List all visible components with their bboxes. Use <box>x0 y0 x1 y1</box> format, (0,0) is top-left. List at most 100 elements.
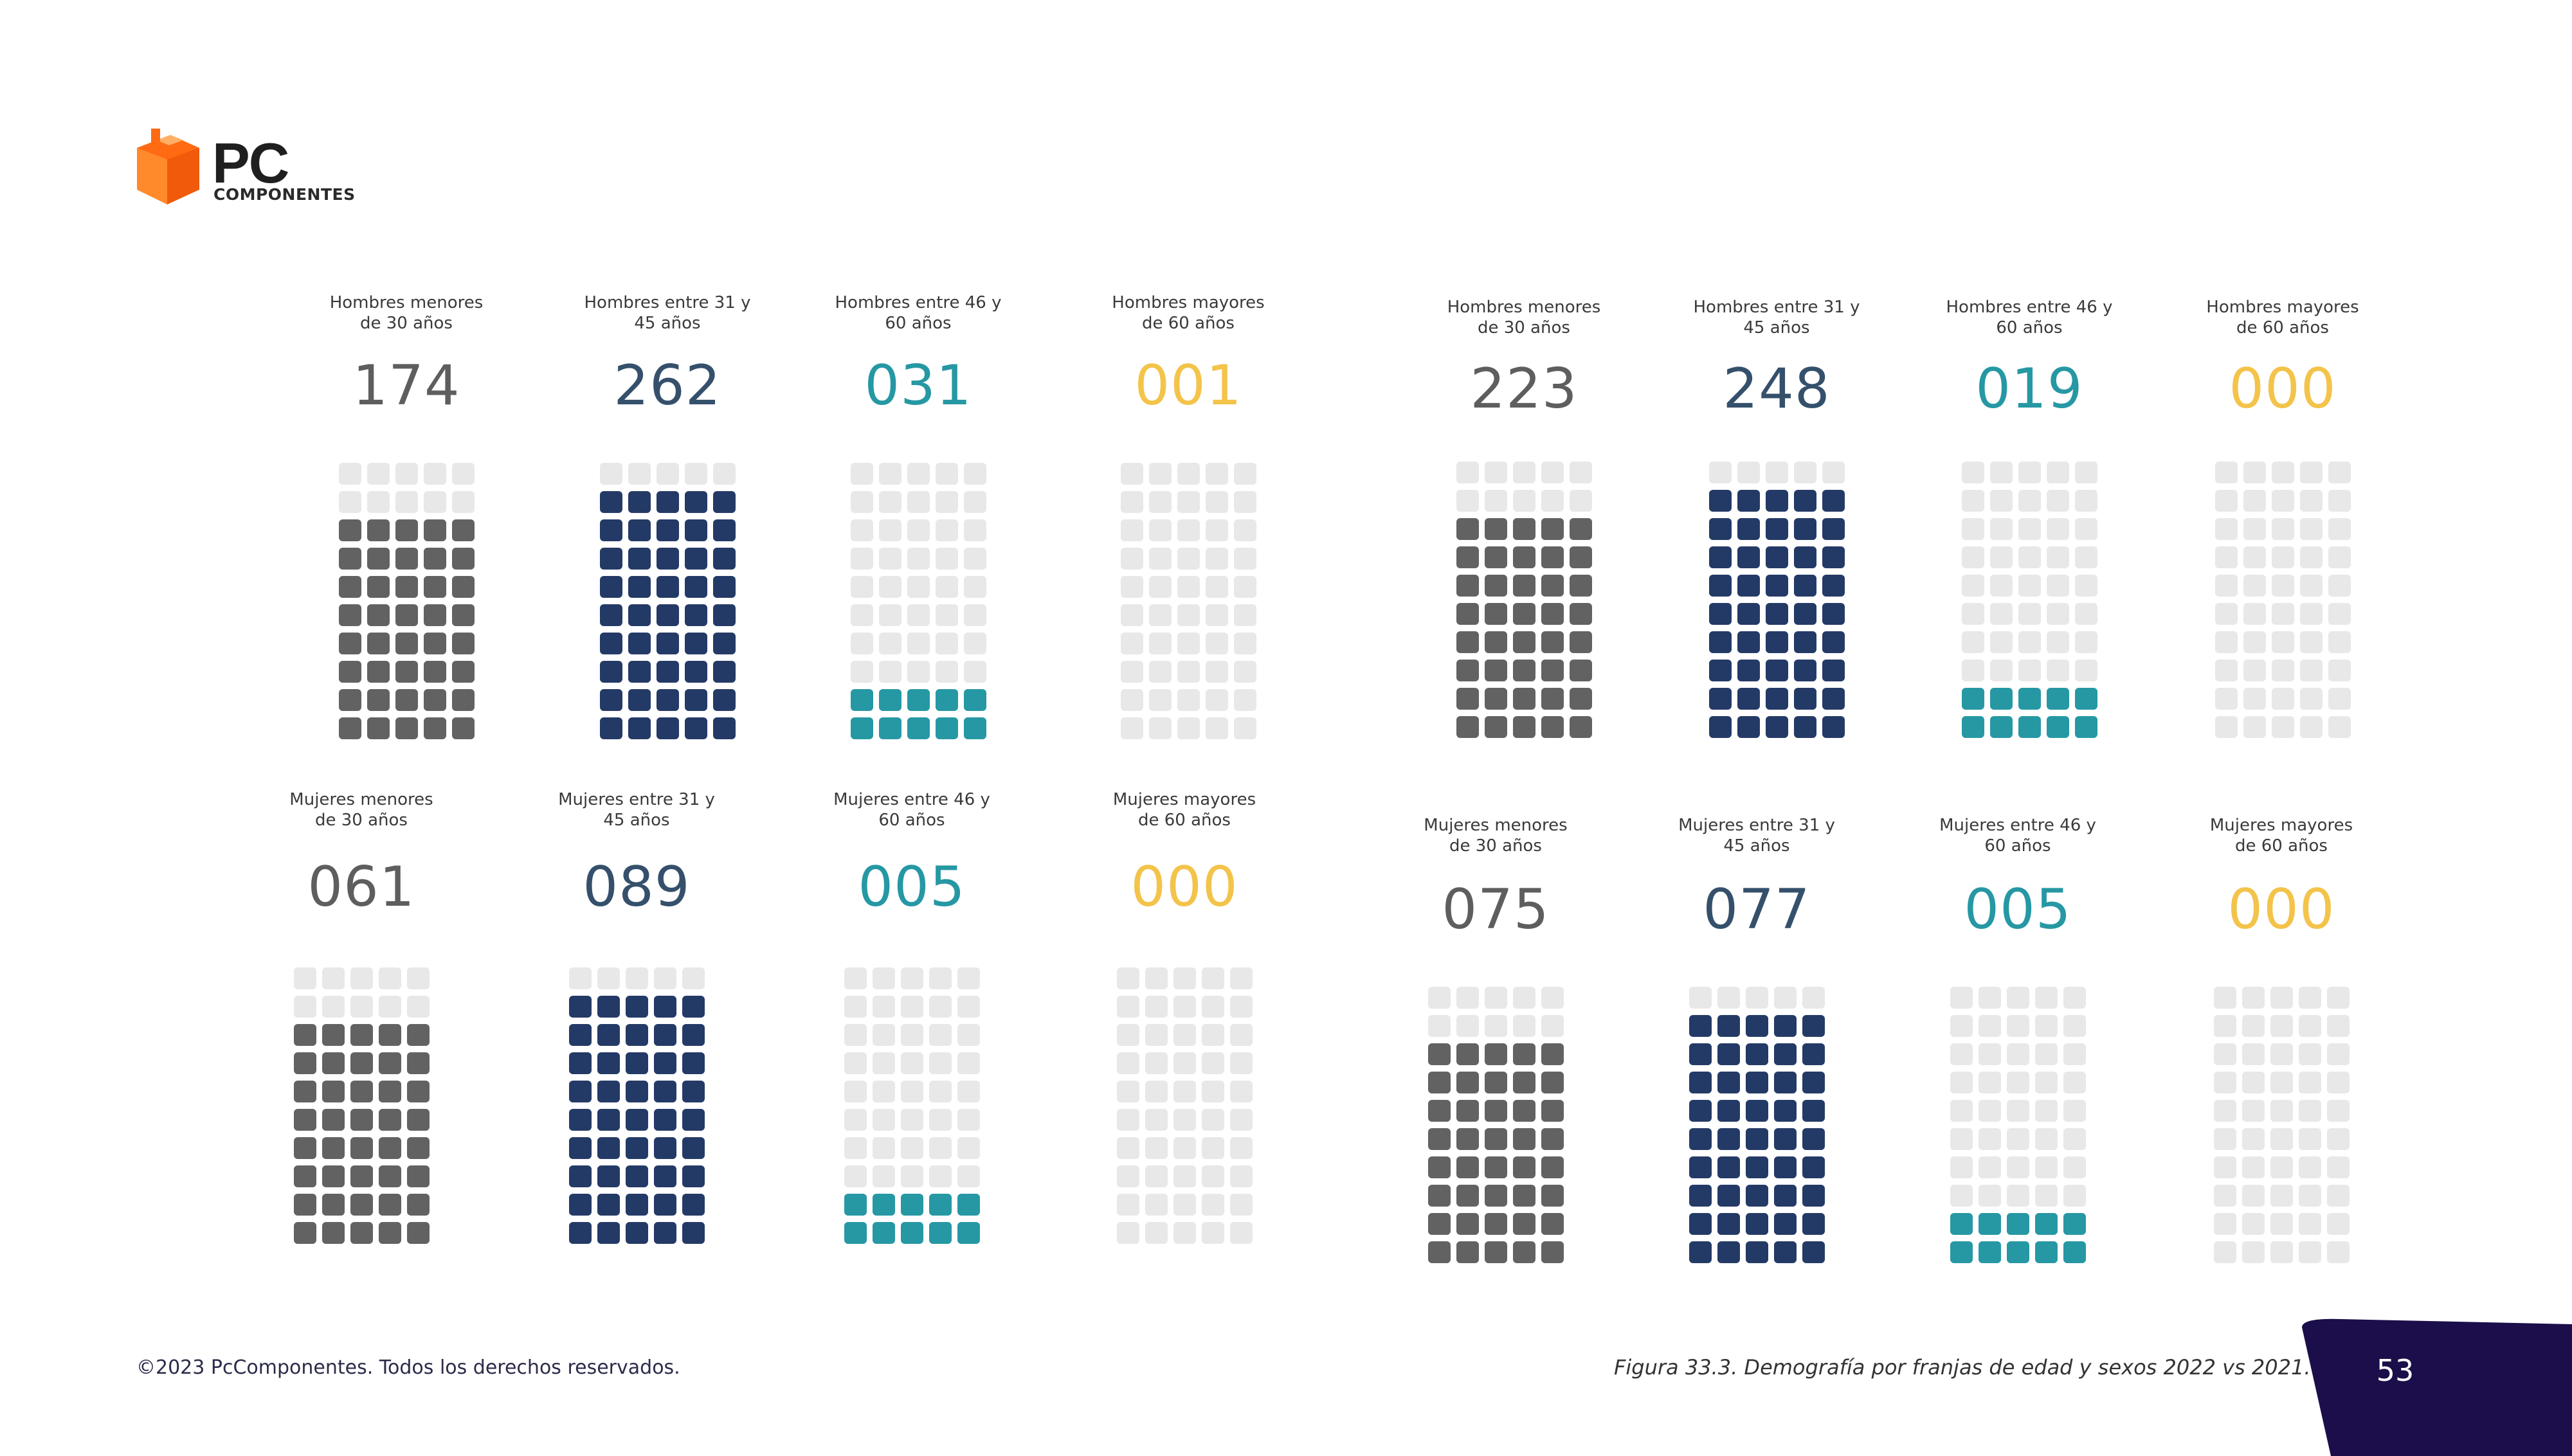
waffle-cell-filled <box>1802 1128 1825 1150</box>
waffle-cell-empty <box>2034 1128 2058 1150</box>
waffle-cell-empty <box>1205 491 1228 513</box>
waffle-cell-filled <box>1822 490 1845 512</box>
waffle-cell-empty <box>350 967 373 989</box>
waffle-cell-empty <box>1802 987 1825 1009</box>
waffle-cell-filled <box>1717 1072 1740 1093</box>
waffle-cell-empty <box>367 463 390 485</box>
waffle-cell-filled <box>907 717 930 739</box>
waffle-cell-filled <box>1773 1100 1797 1122</box>
waffle-cell-empty <box>1145 1222 1168 1244</box>
waffle-cell-empty <box>928 967 952 989</box>
waffle-cell-filled <box>1427 1213 1451 1235</box>
waffle-cell-empty <box>1201 967 1224 989</box>
waffle-cell-empty <box>2241 1213 2265 1235</box>
waffle-cell-empty <box>1201 1137 1224 1159</box>
waffle-cell-empty <box>1512 987 1535 1009</box>
waffle-cell-empty <box>935 548 958 570</box>
waffle-cell-filled <box>682 1137 705 1159</box>
waffle-cell-filled <box>907 689 930 711</box>
waffle-cell-filled <box>653 996 676 1018</box>
waffle-cell-empty <box>900 1109 923 1131</box>
waffle-cell-empty <box>395 491 418 513</box>
waffle-cell-empty <box>2328 603 2351 625</box>
waffle-cell-filled <box>1773 1241 1797 1263</box>
waffle-cell-empty <box>2270 1185 2293 1207</box>
waffle-cell-filled <box>599 576 622 598</box>
waffle-cell-filled <box>1456 518 1479 540</box>
waffle-cell-empty <box>1961 631 1984 653</box>
waffle-cell-filled <box>322 1052 345 1074</box>
waffle-cell-filled <box>653 1081 676 1102</box>
waffle-cell-filled <box>1541 1213 1564 1235</box>
waffle-cell-empty <box>1233 576 1256 598</box>
waffle-cell-empty <box>2326 1015 2350 1037</box>
waffle-cell-filled <box>1512 1156 1535 1178</box>
waffle-cell-empty <box>2006 1043 2029 1065</box>
waffle-cell-filled <box>423 548 446 570</box>
waffle-cell-empty <box>2298 1015 2321 1037</box>
waffle-cell-empty <box>1177 633 1200 654</box>
waffle-grid <box>293 967 430 1244</box>
waffle-cell-empty <box>2006 1015 2029 1037</box>
waffle-cell-filled <box>350 1194 373 1216</box>
waffle-cell-empty <box>378 996 401 1018</box>
waffle-cell-empty <box>2018 546 2041 568</box>
waffle-cell-empty <box>928 996 952 1018</box>
waffle-cell-empty <box>2006 1072 2029 1093</box>
waffle-cell-filled <box>1737 688 1760 710</box>
waffle-cell-empty <box>2243 660 2266 681</box>
waffle-cell-empty <box>957 967 980 989</box>
waffle-cell-empty <box>2213 1213 2236 1235</box>
waffle-cell-filled <box>1717 1185 1740 1207</box>
waffle-cell-filled <box>423 633 446 654</box>
count-value: 223 <box>1470 357 1578 421</box>
waffle-cell-empty <box>1120 463 1143 485</box>
waffle-cell-empty <box>625 967 648 989</box>
waffle-cell-filled <box>1512 1241 1535 1263</box>
waffle-cell-empty <box>1145 967 1168 989</box>
waffle-cell-empty <box>1950 1072 1973 1093</box>
waffle-cell-empty <box>1978 1128 2001 1150</box>
waffle-cell-empty <box>850 576 873 598</box>
waffle-cell-empty <box>2063 1043 2086 1065</box>
waffle-cell-filled <box>1717 1015 1740 1037</box>
waffle-cell-filled <box>1802 1213 1825 1235</box>
waffle-cell-filled <box>1717 1100 1740 1122</box>
waffle-grid <box>850 463 986 739</box>
waffle-cell-filled <box>1773 1128 1797 1150</box>
page-tab <box>2302 1318 2572 1456</box>
waffle-cell-empty <box>1148 576 1172 598</box>
waffle-cell-filled <box>712 717 736 739</box>
waffle-cell-empty <box>2299 546 2323 568</box>
waffle-cell-filled <box>1765 631 1788 653</box>
waffle-cell-empty <box>2214 462 2238 483</box>
waffle-grid <box>1708 462 1845 738</box>
waffle-cell-filled <box>1737 490 1760 512</box>
waffle-cell-filled <box>1802 1156 1825 1178</box>
waffle-cell-empty <box>2326 1185 2350 1207</box>
waffle-cell-empty <box>907 491 930 513</box>
waffle-cell-empty <box>2046 575 2069 597</box>
waffle-cell-filled <box>1541 603 1564 625</box>
waffle-cell-empty <box>1116 1024 1139 1046</box>
waffle-cell-empty <box>1173 996 1196 1018</box>
waffle-cell-empty <box>1773 987 1797 1009</box>
waffle-cell-empty <box>907 548 930 570</box>
waffle-cell-filled <box>1427 1241 1451 1263</box>
waffle-cell-filled <box>1512 546 1535 568</box>
waffle-cell-empty <box>957 1081 980 1102</box>
waffle-cell-filled <box>322 1081 345 1102</box>
waffle-cell-empty <box>1201 996 1224 1018</box>
waffle-cell-empty <box>2213 1043 2236 1065</box>
waffle-cell-filled <box>625 1137 648 1159</box>
waffle-cell-filled <box>1765 575 1788 597</box>
waffle-cell-filled <box>1484 631 1507 653</box>
waffle-cell-filled <box>367 548 390 570</box>
category-label: Mujeres mayores de 60 años <box>2209 816 2353 856</box>
waffle-cell-filled <box>293 1194 316 1216</box>
waffle-cell-filled <box>628 576 651 598</box>
waffle-cell-empty <box>907 576 930 598</box>
waffle-cell-empty <box>1116 1165 1139 1187</box>
waffle-grid <box>1116 967 1253 1244</box>
waffle-cell-empty <box>1116 1137 1139 1159</box>
